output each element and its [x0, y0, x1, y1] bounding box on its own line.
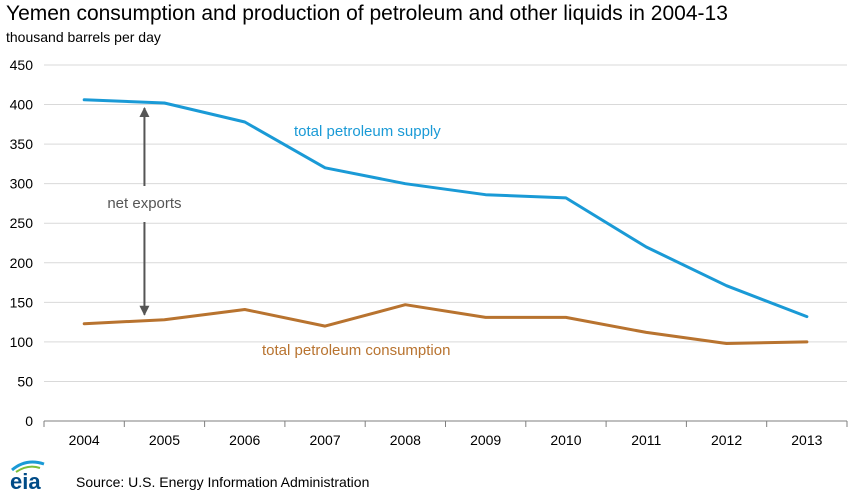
x-tick-label: 2011 — [631, 432, 661, 448]
y-tick-label: 150 — [10, 294, 34, 310]
x-tick-label: 2005 — [149, 432, 180, 448]
x-tick-label: 2006 — [229, 432, 260, 448]
footer: eia Source: U.S. Energy Information Admi… — [0, 458, 851, 494]
source-note: Source: U.S. Energy Information Administ… — [76, 474, 370, 490]
y-tick-label: 100 — [10, 334, 34, 350]
net-exports-label: net exports — [107, 195, 181, 212]
logo-arc-green — [15, 465, 41, 473]
logo-arc-blue — [11, 460, 45, 472]
x-tick-label: 2013 — [791, 432, 822, 448]
x-tick-label: 2008 — [390, 432, 421, 448]
y-tick-label: 200 — [10, 255, 34, 271]
y-tick-label: 350 — [10, 136, 34, 152]
y-tick-label: 0 — [25, 413, 33, 429]
x-tick-label: 2012 — [711, 432, 742, 448]
eia-logo: eia — [10, 460, 45, 492]
y-tick-label: 50 — [17, 373, 33, 389]
y-axis-unit-label: thousand barrels per day — [6, 29, 161, 45]
x-tick-label: 2007 — [309, 432, 340, 448]
y-tick-label: 250 — [10, 215, 34, 231]
x-tick-label: 2004 — [69, 432, 100, 448]
series-label-supply: total petroleum supply — [294, 123, 441, 140]
series-line-supply — [82, 98, 809, 319]
x-tick-label: 2010 — [550, 432, 581, 448]
x-tick-label: 2009 — [470, 432, 501, 448]
chart-title: Yemen consumption and production of petr… — [6, 2, 728, 25]
series-line-consumption — [82, 303, 809, 345]
y-tick-label: 450 — [10, 57, 34, 73]
series-label-consumption: total petroleum consumption — [262, 342, 450, 359]
logo-text: eia — [10, 469, 41, 492]
y-tick-label: 400 — [10, 97, 34, 113]
y-tick-label: 300 — [10, 176, 34, 192]
